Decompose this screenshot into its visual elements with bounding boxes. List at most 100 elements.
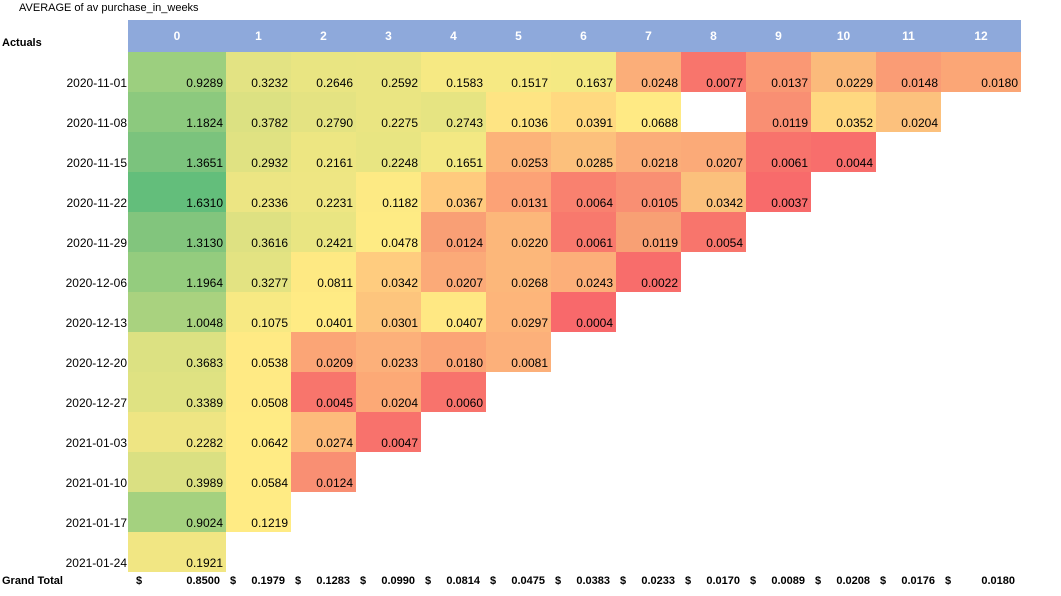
grand-total-value[interactable]: 0.0089 — [771, 575, 805, 587]
table-cell[interactable]: 0.0391 — [551, 92, 616, 132]
table-cell[interactable]: 0.0268 — [486, 252, 551, 292]
table-cell[interactable]: 0.0401 — [291, 292, 356, 332]
table-cell[interactable]: 0.2790 — [291, 92, 356, 132]
table-cell[interactable]: 0.0105 — [616, 172, 681, 212]
table-cell[interactable]: 0.0584 — [226, 452, 291, 492]
table-cell[interactable]: 0.0037 — [746, 172, 811, 212]
table-cell[interactable]: 0.0060 — [421, 372, 486, 412]
table-cell[interactable]: 0.0538 — [226, 332, 291, 372]
table-cell[interactable]: 0.1075 — [226, 292, 291, 332]
table-cell[interactable]: 0.0218 — [616, 132, 681, 172]
table-cell[interactable]: 0.0207 — [421, 252, 486, 292]
table-cell[interactable]: 0.0180 — [421, 332, 486, 372]
table-cell[interactable]: 0.9289 — [128, 52, 226, 92]
table-cell[interactable]: 0.0045 — [291, 372, 356, 412]
table-cell[interactable]: 0.2743 — [421, 92, 486, 132]
table-cell[interactable]: 0.0233 — [356, 332, 421, 372]
table-cell[interactable]: 0.3782 — [226, 92, 291, 132]
table-cell[interactable]: 0.0207 — [681, 132, 746, 172]
table-cell[interactable]: 0.1219 — [226, 492, 291, 532]
table-cell[interactable]: 0.0022 — [616, 252, 681, 292]
table-cell[interactable]: 0.0508 — [226, 372, 291, 412]
table-cell[interactable]: 0.0180 — [941, 52, 1021, 92]
table-cell[interactable]: 0.0131 — [486, 172, 551, 212]
table-cell[interactable]: 0.2161 — [291, 132, 356, 172]
grand-total-value[interactable]: 0.1283 — [316, 575, 350, 587]
table-cell[interactable]: 1.1964 — [128, 252, 226, 292]
table-cell[interactable]: 1.6310 — [128, 172, 226, 212]
table-cell[interactable]: 0.0229 — [811, 52, 876, 92]
table-cell[interactable]: 0.0047 — [356, 412, 421, 452]
table-cell[interactable]: 0.9024 — [128, 492, 226, 532]
table-cell[interactable]: 0.0478 — [356, 212, 421, 252]
table-cell[interactable]: 0.0204 — [876, 92, 941, 132]
grand-total-value[interactable]: 0.0383 — [576, 575, 610, 587]
table-cell[interactable]: 0.0119 — [746, 92, 811, 132]
table-cell[interactable]: 0.0061 — [746, 132, 811, 172]
grand-total-value[interactable]: 0.0814 — [446, 575, 480, 587]
grand-total-value[interactable]: 0.0208 — [836, 575, 870, 587]
table-cell[interactable]: 0.0301 — [356, 292, 421, 332]
table-cell[interactable]: 0.0342 — [681, 172, 746, 212]
table-cell[interactable]: 1.3651 — [128, 132, 226, 172]
table-cell[interactable]: 0.0209 — [291, 332, 356, 372]
table-cell[interactable]: 0.0124 — [421, 212, 486, 252]
table-cell[interactable]: 0.0642 — [226, 412, 291, 452]
table-cell[interactable]: 0.1517 — [486, 52, 551, 92]
table-cell[interactable]: 0.0688 — [616, 92, 681, 132]
table-cell[interactable]: 0.0248 — [616, 52, 681, 92]
table-cell[interactable]: 0.2282 — [128, 412, 226, 452]
table-cell[interactable]: 0.0081 — [486, 332, 551, 372]
table-cell[interactable]: 0.0811 — [291, 252, 356, 292]
table-cell[interactable]: 0.0137 — [746, 52, 811, 92]
table-cell[interactable]: 0.0352 — [811, 92, 876, 132]
grand-total-value[interactable]: 0.0990 — [381, 575, 415, 587]
table-cell[interactable]: 1.1824 — [128, 92, 226, 132]
table-cell[interactable]: 0.2421 — [291, 212, 356, 252]
table-cell[interactable]: 0.1651 — [421, 132, 486, 172]
table-cell[interactable]: 0.0243 — [551, 252, 616, 292]
table-cell[interactable]: 0.2336 — [226, 172, 291, 212]
table-cell[interactable]: 0.0119 — [616, 212, 681, 252]
grand-total-value[interactable]: 0.0233 — [641, 575, 675, 587]
table-cell[interactable]: 0.2646 — [291, 52, 356, 92]
table-cell[interactable]: 0.3683 — [128, 332, 226, 372]
table-cell[interactable]: 0.0253 — [486, 132, 551, 172]
grand-total-value[interactable]: 0.0176 — [901, 575, 935, 587]
table-cell[interactable]: 0.2932 — [226, 132, 291, 172]
table-cell[interactable]: 0.1036 — [486, 92, 551, 132]
table-cell[interactable]: 0.0004 — [551, 292, 616, 332]
table-cell[interactable]: 0.0367 — [421, 172, 486, 212]
table-cell[interactable]: 0.0061 — [551, 212, 616, 252]
table-cell[interactable]: 0.1182 — [356, 172, 421, 212]
table-cell[interactable]: 0.1637 — [551, 52, 616, 92]
table-cell[interactable]: 0.0054 — [681, 212, 746, 252]
table-cell[interactable]: 0.0297 — [486, 292, 551, 332]
table-cell[interactable]: 0.0124 — [291, 452, 356, 492]
table-cell[interactable]: 0.3389 — [128, 372, 226, 412]
table-cell[interactable]: 0.3232 — [226, 52, 291, 92]
table-cell[interactable]: 0.1583 — [421, 52, 486, 92]
table-cell[interactable]: 0.2248 — [356, 132, 421, 172]
grand-total-value[interactable]: 0.0170 — [706, 575, 740, 587]
grand-total-value[interactable]: 0.0180 — [981, 575, 1015, 587]
grand-total-value[interactable]: 0.8500 — [186, 575, 220, 587]
grand-total-value[interactable]: 0.1979 — [251, 575, 285, 587]
table-cell[interactable]: 0.0148 — [876, 52, 941, 92]
table-cell[interactable]: 0.0342 — [356, 252, 421, 292]
table-cell[interactable]: 0.0044 — [811, 132, 876, 172]
grand-total-value[interactable]: 0.0475 — [511, 575, 545, 587]
table-cell[interactable]: 0.0407 — [421, 292, 486, 332]
table-cell[interactable]: 0.1921 — [128, 532, 226, 572]
table-cell[interactable]: 0.2231 — [291, 172, 356, 212]
table-cell[interactable]: 0.3616 — [226, 212, 291, 252]
table-cell[interactable]: 0.0274 — [291, 412, 356, 452]
table-cell[interactable]: 1.0048 — [128, 292, 226, 332]
table-cell[interactable]: 0.0077 — [681, 52, 746, 92]
table-cell[interactable]: 0.0064 — [551, 172, 616, 212]
table-cell[interactable]: 0.3989 — [128, 452, 226, 492]
table-cell[interactable]: 0.2275 — [356, 92, 421, 132]
table-cell[interactable]: 0.2592 — [356, 52, 421, 92]
table-cell[interactable]: 0.0220 — [486, 212, 551, 252]
table-cell[interactable]: 0.3277 — [226, 252, 291, 292]
